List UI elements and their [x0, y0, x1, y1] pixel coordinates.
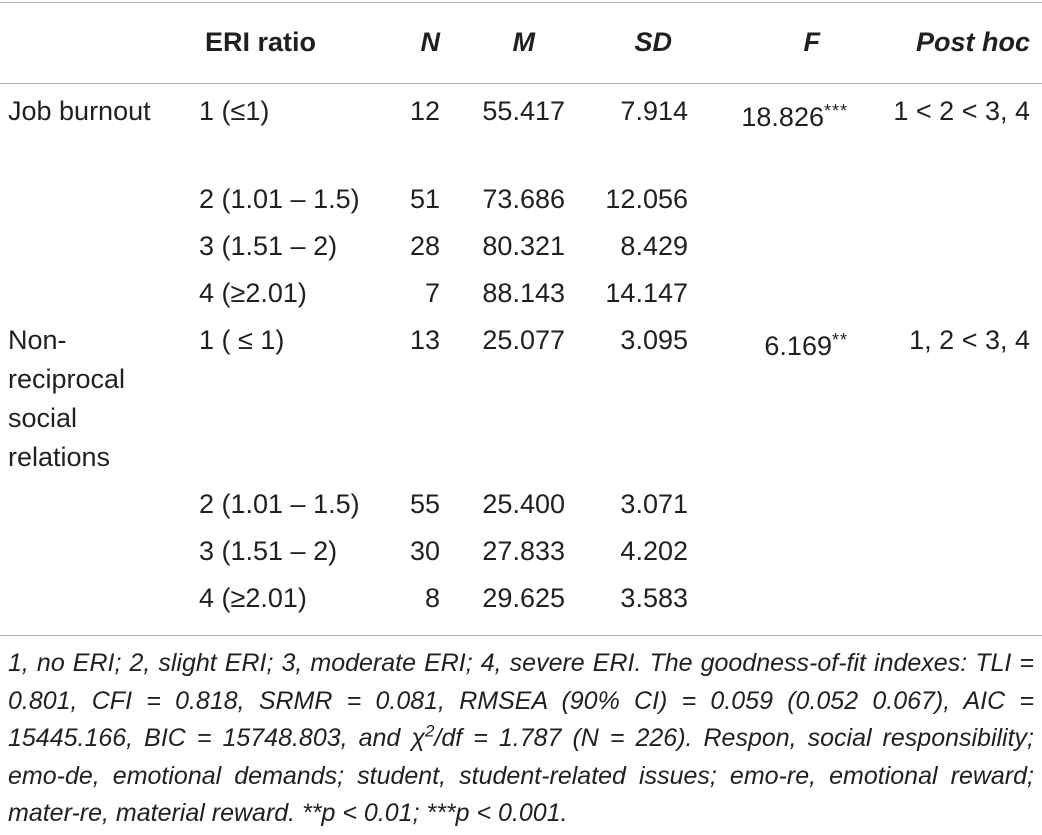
- header-sd: SD: [634, 26, 672, 57]
- header-group: [0, 0, 195, 84]
- header-eri-ratio: ERI ratio: [205, 26, 317, 57]
- f-value: 18.826: [741, 102, 824, 132]
- header-post-hoc: Post hoc: [915, 26, 1030, 57]
- bottom-rule: [0, 635, 1042, 636]
- footnote-text-1: 1, no ERI; 2, slight ERI; 3, moderate ER…: [8, 649, 1034, 752]
- sd-cell: 12.056: [605, 184, 688, 214]
- sd-cell: 7.914: [620, 96, 688, 126]
- header-f: F: [803, 26, 821, 57]
- n-cell: 7: [424, 278, 440, 308]
- sd-cell: 14.147: [605, 278, 688, 308]
- top-rule: [0, 2, 1042, 3]
- f-value: 6.169: [764, 331, 832, 361]
- eri-cell: 2 (1.01 – 1.5): [199, 489, 360, 519]
- group-label: Job burnout: [8, 96, 151, 126]
- eri-cell: 1 (≤1): [199, 96, 270, 126]
- table-row: 3 (1.51 – 2) 30 27.833 4.202: [0, 532, 1042, 579]
- sd-cell: 8.429: [620, 231, 688, 261]
- sd-cell: 3.071: [620, 489, 688, 519]
- m-cell: 80.321: [482, 231, 565, 261]
- table-row: 4 (≥2.01) 7 88.143 14.147: [0, 274, 1042, 321]
- header-row: ERI ratio N M SD F Post hoc: [0, 0, 1042, 84]
- f-significance: ***: [823, 101, 848, 121]
- table-row: 4 (≥2.01) 8 29.625 3.583: [0, 579, 1042, 626]
- f-significance: **: [831, 330, 848, 350]
- header-n: N: [420, 26, 441, 57]
- n-cell: 51: [409, 184, 440, 214]
- sd-cell: 3.095: [620, 325, 688, 355]
- sd-cell: 3.583: [620, 583, 688, 613]
- eri-cell: 4 (≥2.01): [199, 583, 307, 613]
- f-cell: 18.826***: [688, 84, 878, 140]
- eri-cell: 3 (1.51 – 2): [199, 231, 338, 261]
- anova-table: ERI ratio N M SD F Post hoc Job burnout …: [0, 0, 1042, 626]
- post-hoc-cell: 1, 2 < 3, 4: [909, 325, 1030, 355]
- sd-cell: 4.202: [620, 536, 688, 566]
- n-cell: 13: [409, 325, 440, 355]
- n-cell: 30: [409, 536, 440, 566]
- m-cell: 25.400: [482, 489, 565, 519]
- table-row: Job burnout 1 (≤1) 12 55.417 7.914 18.82…: [0, 84, 1042, 140]
- table-row: 3 (1.51 – 2) 28 80.321 8.429: [0, 227, 1042, 274]
- post-hoc-cell: 1 < 2 < 3, 4: [893, 96, 1030, 126]
- eri-cell: 3 (1.51 – 2): [199, 536, 338, 566]
- n-cell: 55: [409, 489, 440, 519]
- eri-cell: 2 (1.01 – 1.5): [199, 184, 360, 214]
- n-cell: 28: [409, 231, 440, 261]
- n-cell: 12: [409, 96, 440, 126]
- eri-cell: 4 (≥2.01): [199, 278, 307, 308]
- m-cell: 29.625: [482, 583, 565, 613]
- header-m: M: [512, 26, 536, 57]
- n-cell: 8: [424, 583, 440, 613]
- m-cell: 25.077: [482, 325, 565, 355]
- table-row: 2 (1.01 – 1.5) 51 73.686 12.056: [0, 140, 1042, 227]
- table-row: 2 (1.01 – 1.5) 55 25.400 3.071: [0, 485, 1042, 532]
- m-cell: 27.833: [482, 536, 565, 566]
- table-row: Non-reciprocal social relations 1 ( ≤ 1)…: [0, 321, 1042, 485]
- m-cell: 88.143: [482, 278, 565, 308]
- f-cell: 6.169**: [688, 321, 878, 485]
- m-cell: 55.417: [482, 96, 565, 126]
- eri-cell: 1 ( ≤ 1): [199, 325, 285, 355]
- group-label: Non-reciprocal social relations: [8, 325, 126, 472]
- m-cell: 73.686: [482, 184, 565, 214]
- footnote-superscript: 2: [424, 721, 435, 741]
- header-rule: [0, 83, 1042, 84]
- footnote-text-2: /df = 1.787 (N = 226). Respon, social re…: [8, 724, 1035, 827]
- table-footnote: 1, no ERI; 2, slight ERI; 3, moderate ER…: [8, 645, 1034, 833]
